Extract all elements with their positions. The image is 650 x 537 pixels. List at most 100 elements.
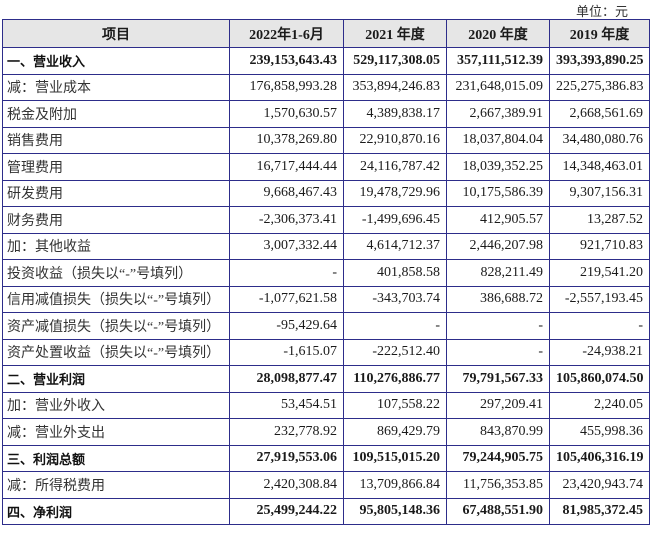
unit-label: 单位：元 [575,4,628,19]
table-row: 一、营业收入 239,153,643.43 529,117,308.05 357,11… [2,47,650,75]
row-value: -1,077,621.58 [229,285,344,313]
row-value: 2,446,207.98 [446,232,550,260]
row-value: 18,039,352.25 [446,153,550,181]
row-value: 393,393,890.25 [549,47,650,75]
row-value: 357,111,512.39 [446,47,550,75]
row-label: 减：所得税费用 [2,471,230,499]
row-value: 225,275,386.83 [549,73,650,101]
table-row: 研发费用 9,668,467.43 19,478,729.96 10,175,586.… [2,179,650,207]
row-value: 239,153,643.43 [229,47,344,75]
row-value: -24,938.21 [549,338,650,366]
table-row: 管理费用 16,717,444.44 24,116,787.42 18,039,352… [2,153,650,181]
row-value: 232,778.92 [229,418,344,446]
table-row: 税金及附加 1,570,630.57 4,389,838.17 2,667,389.9… [2,100,650,128]
table-row: 减：营业外支出 232,778.92 869,429.79 843,870.99 455… [2,418,650,446]
row-value: 53,454.51 [229,391,344,419]
row-value: 24,116,787.42 [343,153,447,181]
row-value: 10,378,269.80 [229,126,344,154]
row-label: 减：营业外支出 [2,418,230,446]
row-value: 25,499,244.22 [229,497,344,525]
row-value: 386,688.72 [446,285,550,313]
row-value: 9,668,467.43 [229,179,344,207]
header-2020: 2020 年度 [446,19,550,48]
row-value: 19,478,729.96 [343,179,447,207]
row-value: 297,209.41 [446,391,550,419]
row-value: -222,512.40 [343,338,447,366]
row-value: 105,860,074.50 [549,365,650,393]
row-value: 231,648,015.09 [446,73,550,101]
row-value: 455,998.36 [549,418,650,446]
row-value: 79,244,905.75 [446,444,550,472]
row-value: 9,307,156.31 [549,179,650,207]
row-value: 3,007,332.44 [229,232,344,260]
row-label: 减：营业成本 [2,73,230,101]
row-value: 109,515,015.20 [343,444,447,472]
row-label: 销售费用 [2,126,230,154]
table-row: 加：其他收益 3,007,332.44 4,614,712.37 2,446,207.… [2,232,650,260]
row-label: 一、营业收入 [2,47,230,75]
row-value: 67,488,551.90 [446,497,550,525]
row-value: 219,541.20 [549,259,650,287]
table-row: 四、净利润 25,499,244.22 95,805,148.36 67,488,55… [2,497,650,525]
row-value: - [446,312,550,340]
row-value: -95,429.64 [229,312,344,340]
row-value: 18,037,804.04 [446,126,550,154]
header-row: 项目 2022年1-6月 2021 年度 2020 年度 2019 年度 [2,19,650,48]
table-row: 信用减值损失（损失以“-”号填列） -1,077,621.58 -343,703.7… [2,285,650,313]
row-value: 110,276,886.77 [343,365,447,393]
row-value: 2,240.05 [549,391,650,419]
row-value: 401,858.58 [343,259,447,287]
header-2022h1: 2022年1-6月 [229,19,344,48]
row-value: 869,429.79 [343,418,447,446]
row-value: - [229,259,344,287]
row-label: 财务费用 [2,206,230,234]
row-value: 1,570,630.57 [229,100,344,128]
row-value: 28,098,877.47 [229,365,344,393]
row-value: 27,919,553.06 [229,444,344,472]
row-value: 22,910,870.16 [343,126,447,154]
row-value: 2,667,389.91 [446,100,550,128]
row-value: 843,870.99 [446,418,550,446]
row-value: -1,615.07 [229,338,344,366]
income-statement-table: 项目 2022年1-6月 2021 年度 2020 年度 2019 年度 一、营… [2,19,650,525]
row-label: 管理费用 [2,153,230,181]
header-item: 项目 [2,19,230,48]
row-value: 353,894,246.83 [343,73,447,101]
row-value: 921,710.83 [549,232,650,260]
header-2019: 2019 年度 [549,19,650,48]
row-value: -1,499,696.45 [343,206,447,234]
row-label: 三、利润总额 [2,444,230,472]
table-row: 资产处置收益（损失以“-”号填列） -1,615.07 -222,512.40- -2… [2,338,650,366]
row-label: 资产处置收益（损失以“-”号填列） [2,338,230,366]
row-value: 2,420,308.84 [229,471,344,499]
table-row: 加：营业外收入 53,454.51 107,558.22 297,209.41 2,24… [2,391,650,419]
row-value: 4,614,712.37 [343,232,447,260]
table-row: 资产减值损失（损失以“-”号填列） -95,429.64- - - [2,312,650,340]
row-value: 79,791,567.33 [446,365,550,393]
row-value: 4,389,838.17 [343,100,447,128]
row-value: - [446,338,550,366]
row-value: 14,348,463.01 [549,153,650,181]
row-value: 105,406,316.19 [549,444,650,472]
table-row: 投资收益（损失以“-”号填列） -401,858.58 828,211.49 219,… [2,259,650,287]
row-value: 10,175,586.39 [446,179,550,207]
row-value: 11,756,353.85 [446,471,550,499]
row-value: 95,805,148.36 [343,497,447,525]
header-2021: 2021 年度 [343,19,447,48]
row-value: - [343,312,447,340]
row-label: 四、净利润 [2,497,230,525]
row-label: 加：其他收益 [2,232,230,260]
row-value: -2,557,193.45 [549,285,650,313]
table-row: 财务费用 -2,306,373.41 -1,499,696.45 412,905.57… [2,206,650,234]
row-value: 13,709,866.84 [343,471,447,499]
table-row: 减：营业成本 176,858,993.28 353,894,246.83 231,64… [2,73,650,101]
table-row: 三、利润总额 27,919,553.06 109,515,015.20 79,244,… [2,444,650,472]
row-value: -343,703.74 [343,285,447,313]
row-value: 529,117,308.05 [343,47,447,75]
table-row: 二、营业利润 28,098,877.47 110,276,886.77 79,791,… [2,365,650,393]
row-value: 176,858,993.28 [229,73,344,101]
row-value: 828,211.49 [446,259,550,287]
table-row: 减：所得税费用 2,420,308.84 13,709,866.84 11,756,3… [2,471,650,499]
row-label: 研发费用 [2,179,230,207]
row-label: 资产减值损失（损失以“-”号填列） [2,312,230,340]
